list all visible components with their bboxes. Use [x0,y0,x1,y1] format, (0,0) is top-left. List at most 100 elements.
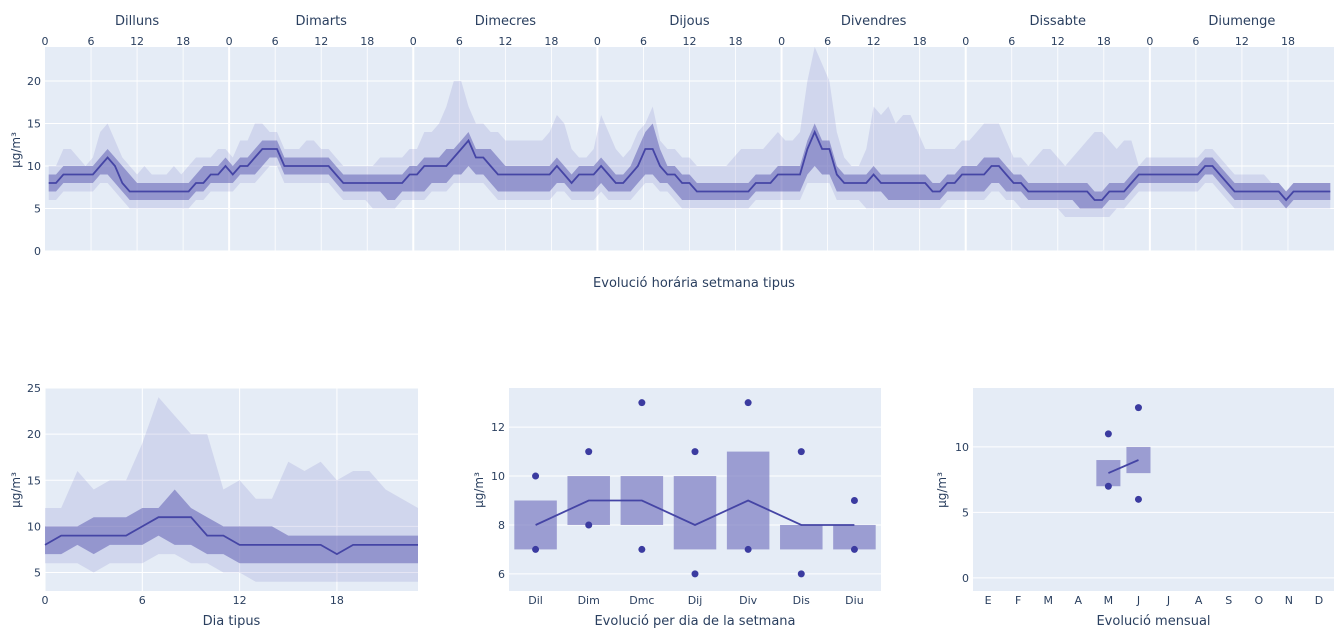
daily-median-line [44,516,418,556]
weekday-median-line [535,499,855,526]
daily-x-tick: 18 [330,594,344,607]
hour-tick-label: 12 [683,35,697,48]
day-label: Dimecres [475,14,536,29]
monthly-y-tick: 10 [955,441,969,454]
weekday-max-point [744,399,752,407]
day-label: Diumenge [1208,14,1275,29]
hour-tick-label: 0 [42,35,49,48]
weekly-median-line [48,129,1331,202]
weekday-y-tick: 10 [491,470,505,483]
day-label: Divendres [841,14,907,29]
weekday-x-axis-label: Evolució per dia de la setmana [594,614,795,628]
hour-tick-label: 18 [1097,35,1111,48]
weekday-min-point [532,545,540,553]
monthly-y-axis-label: µg/m³ [935,472,949,508]
hour-tick-label: 6 [456,35,463,48]
hour-tick-label: 6 [1008,35,1015,48]
hour-tick-label: 12 [1235,35,1249,48]
hour-tick-label: 12 [867,35,881,48]
daily-x-tick: 6 [139,594,146,607]
monthly-x-tick: D [1315,594,1323,607]
monthly-panel: 0 5 10 E F M A M J J A S O N D Evolució mensual µg/m³ [935,388,1334,628]
hour-tick-label: 0 [226,35,233,48]
weekday-box [514,500,557,550]
weekday-x-tick: Diu [845,594,864,607]
monthly-min-point [1134,495,1142,503]
hour-tick-label: 12 [130,35,144,48]
weekday-box [780,524,823,550]
weekday-min-point [691,570,699,578]
hour-tick-label: 0 [1146,35,1153,48]
daily-y-tick: 15 [27,474,41,487]
monthly-plot-area [973,388,1334,591]
weekday-max-point [797,448,805,456]
weekday-max-point [585,448,593,456]
monthly-x-tick: N [1285,594,1293,607]
weekday-panel: 6 8 10 12 Dil Dim Dmc Dij Div Dis Diu Evolució per … [472,388,881,628]
weekday-x-tick: Dij [688,594,703,607]
daily-profile-panel: 5 10 15 20 25 0 6 12 18 Dia tipus µg/m³ [9,382,418,628]
weekly-y-tick: 5 [34,203,41,216]
weekly-y-tick: 15 [27,118,41,131]
weekday-y-tick: 8 [498,519,505,532]
hour-tick-label: 6 [824,35,831,48]
weekly-y-tick: 20 [27,75,41,88]
monthly-x-tick: E [985,594,992,607]
hour-tick-label: 6 [1192,35,1199,48]
weekly-y-tick: 10 [27,160,41,173]
daily-x-tick: 0 [42,594,49,607]
hour-tick-label: 6 [272,35,279,48]
day-label: Dissabte [1030,14,1086,29]
weekday-x-tick: Dmc [629,594,654,607]
daily-y-tick: 10 [27,520,41,533]
weekly-y-tick: 0 [34,245,41,258]
daily-y-axis-label: µg/m³ [9,472,23,508]
monthly-x-tick: J [1136,594,1140,607]
weekday-y-tick: 6 [498,568,505,581]
monthly-x-tick: A [1195,594,1203,607]
monthly-x-tick: M [1104,594,1114,607]
hour-tick-label: 12 [1051,35,1065,48]
monthly-y-tick: 5 [962,506,969,519]
weekly-iqr-band [48,123,1331,209]
hour-tick-label: 18 [176,35,190,48]
weekday-min-point [850,545,858,553]
weekday-max-point [532,472,540,480]
hour-tick-label: 12 [314,35,328,48]
monthly-x-axis-label: Evolució mensual [1096,614,1210,628]
daily-x-tick: 12 [233,594,247,607]
monthly-median-line [1108,459,1139,474]
monthly-x-tick: A [1075,594,1083,607]
weekday-x-tick: Div [739,594,758,607]
monthly-max-point [1134,404,1142,412]
daily-y-tick: 5 [34,567,41,580]
hour-tick-label: 0 [962,35,969,48]
weekday-box [673,476,717,550]
weekday-max-point [638,399,646,407]
daily-x-axis-label: Dia tipus [203,614,261,628]
weekday-x-tick: Dil [528,594,543,607]
hour-tick-label: 18 [913,35,927,48]
hour-tick-label: 6 [88,35,95,48]
weekday-box [833,524,876,550]
weekday-y-tick: 12 [491,421,505,434]
monthly-x-tick: S [1225,594,1232,607]
hour-tick-label: 18 [1281,35,1295,48]
day-label: Dimarts [295,14,347,29]
monthly-max-point [1104,430,1112,438]
monthly-x-tick: O [1254,594,1263,607]
monthly-x-tick: F [1015,594,1021,607]
hour-tick-label: 0 [410,35,417,48]
weekday-min-point [744,545,752,553]
daily-y-tick: 25 [27,382,41,395]
day-label: Dilluns [115,14,159,29]
weekday-min-point [638,545,646,553]
hour-tick-label: 0 [594,35,601,48]
day-label: Dijous [669,14,709,29]
weekday-min-point [797,570,805,578]
weekly-hourly-panel: 0 5 10 15 20 Dilluns 0 6 12 18 Dimarts 0 6 12 18 Dimecr… [9,14,1334,258]
monthly-box [1096,460,1121,487]
monthly-y-tick: 0 [962,572,969,585]
monthly-x-tick: J [1166,594,1170,607]
